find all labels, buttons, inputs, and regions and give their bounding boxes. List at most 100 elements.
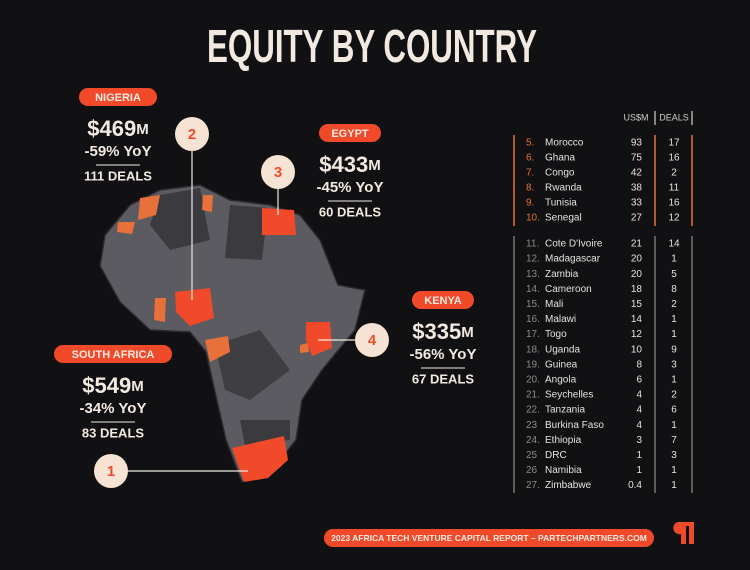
usd-millions: 0.4 bbox=[628, 480, 642, 491]
yoy: -59% YoY bbox=[85, 143, 152, 160]
deal-count: 14 bbox=[668, 239, 680, 250]
usd-millions: 4 bbox=[636, 420, 642, 431]
country-name: Togo bbox=[545, 329, 567, 340]
country-label: SOUTH AFRICA bbox=[72, 349, 155, 361]
column-header: US$M bbox=[623, 112, 648, 122]
amount-unit: M bbox=[136, 121, 149, 138]
rank: 20. bbox=[526, 375, 540, 386]
usd-millions: 75 bbox=[631, 153, 643, 164]
usd-millions: 14 bbox=[631, 314, 643, 325]
country-name: Namibia bbox=[545, 465, 582, 476]
usd-millions: 21 bbox=[631, 239, 643, 250]
deal-count: 3 bbox=[671, 359, 677, 370]
country-name: Morocco bbox=[545, 138, 584, 149]
country-label: KENYA bbox=[424, 295, 462, 307]
country-name: Ghana bbox=[545, 153, 575, 164]
deals: 83 DEALS bbox=[82, 425, 144, 440]
usd-millions: 93 bbox=[631, 138, 643, 149]
amount-value: $335 bbox=[412, 319, 461, 344]
deal-count: 1 bbox=[671, 329, 677, 340]
deal-count: 1 bbox=[671, 465, 677, 476]
yoy: -34% YoY bbox=[80, 400, 147, 417]
country-name: Uganda bbox=[545, 344, 580, 355]
rank: 18. bbox=[526, 344, 540, 355]
usd-millions: 42 bbox=[631, 168, 643, 179]
country-name: Zambia bbox=[545, 269, 579, 280]
deal-count: 2 bbox=[671, 390, 677, 401]
deal-count: 17 bbox=[668, 138, 680, 149]
amount: $335M bbox=[412, 319, 473, 344]
rank: 27. bbox=[526, 480, 540, 491]
usd-millions: 20 bbox=[631, 269, 643, 280]
deals: 111 DEALS bbox=[84, 168, 152, 183]
yoy: -45% YoY bbox=[317, 179, 384, 196]
country-name: Burkina Faso bbox=[545, 420, 604, 431]
deal-count: 16 bbox=[668, 153, 680, 164]
amount-unit: M bbox=[461, 324, 474, 341]
rank: 25 bbox=[526, 450, 538, 461]
country-name: Tunisia bbox=[545, 198, 577, 209]
usd-millions: 3 bbox=[636, 435, 642, 446]
deal-count: 1 bbox=[671, 420, 677, 431]
rank: 24. bbox=[526, 435, 540, 446]
deal-count: 16 bbox=[668, 198, 680, 209]
usd-millions: 33 bbox=[631, 198, 643, 209]
usd-millions: 1 bbox=[636, 450, 642, 461]
country-name: Zimbabwe bbox=[545, 480, 592, 491]
amount: $549M bbox=[82, 373, 143, 398]
amount: $433M bbox=[319, 152, 380, 177]
country-name: Senegal bbox=[545, 213, 582, 224]
rank: 19. bbox=[526, 359, 540, 370]
footer-text: 2023 AFRICA TECH VENTURE CAPITAL REPORT … bbox=[331, 533, 647, 543]
country-name: Cameroon bbox=[545, 284, 592, 295]
usd-millions: 18 bbox=[631, 284, 643, 295]
deal-count: 7 bbox=[671, 435, 677, 446]
marker-number: 4 bbox=[368, 332, 377, 349]
usd-millions: 38 bbox=[631, 183, 643, 194]
amount-unit: M bbox=[368, 157, 381, 174]
marker-number: 3 bbox=[274, 164, 282, 181]
marker-circle bbox=[355, 323, 389, 357]
country-name: Angola bbox=[545, 375, 577, 386]
rank: 23 bbox=[526, 420, 538, 431]
usd-millions: 12 bbox=[631, 329, 643, 340]
deal-count: 9 bbox=[671, 344, 677, 355]
deal-count: 6 bbox=[671, 405, 677, 416]
rank: 14. bbox=[526, 284, 540, 295]
usd-millions: 4 bbox=[636, 405, 642, 416]
country-name: Madagascar bbox=[545, 254, 601, 265]
amount-value: $549 bbox=[82, 373, 131, 398]
usd-millions: 27 bbox=[631, 213, 643, 224]
footer-pill bbox=[324, 529, 654, 547]
country-name: Cote D'Ivoire bbox=[545, 239, 603, 250]
deal-count: 5 bbox=[671, 269, 677, 280]
rank: 5. bbox=[526, 138, 534, 149]
deal-count: 12 bbox=[668, 213, 680, 224]
country-label: EGYPT bbox=[331, 128, 369, 140]
country-name: DRC bbox=[545, 450, 567, 461]
deal-count: 2 bbox=[671, 168, 677, 179]
usd-millions: 15 bbox=[631, 299, 643, 310]
deal-count: 11 bbox=[669, 183, 680, 194]
amount-value: $469 bbox=[87, 116, 136, 141]
usd-millions: 4 bbox=[636, 390, 642, 401]
africa-map bbox=[99, 184, 366, 483]
rank: 11. bbox=[526, 239, 539, 250]
country-pill bbox=[319, 124, 381, 142]
country-pill bbox=[79, 88, 157, 106]
rank: 10. bbox=[526, 213, 540, 224]
amount-unit: M bbox=[131, 378, 144, 395]
country-pill bbox=[412, 291, 474, 309]
rank: 7. bbox=[526, 168, 534, 179]
marker-circle bbox=[94, 454, 128, 488]
rank: 16. bbox=[526, 314, 540, 325]
rank: 13. bbox=[526, 269, 540, 280]
deal-count: 8 bbox=[671, 284, 677, 295]
rank: 26 bbox=[526, 465, 538, 476]
country-name: Mali bbox=[545, 299, 563, 310]
table-rules bbox=[513, 111, 693, 493]
country-name: Tanzania bbox=[545, 405, 585, 416]
marker-number: 2 bbox=[188, 126, 196, 143]
deal-count: 3 bbox=[671, 450, 677, 461]
usd-millions: 20 bbox=[631, 254, 643, 265]
